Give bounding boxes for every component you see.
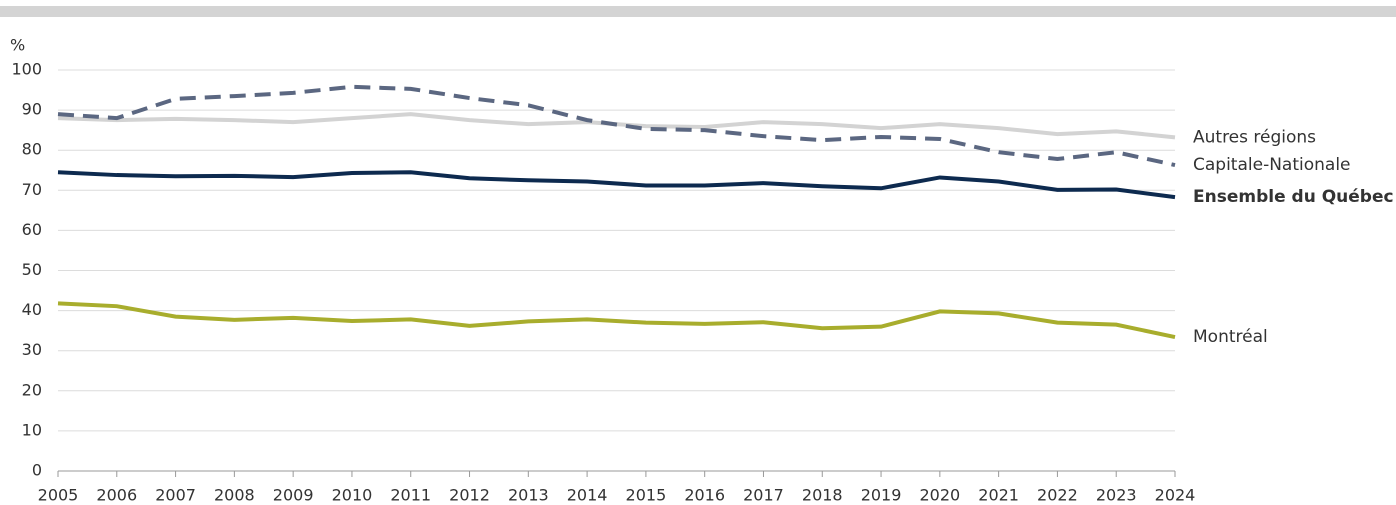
y-tick-label: 10 [22, 420, 42, 439]
x-tick-label: 2021 [978, 486, 1019, 505]
x-tick-label: 2009 [273, 486, 314, 505]
series-label: Capitale-Nationale [1193, 155, 1351, 175]
y-unit: % [10, 36, 25, 55]
y-tick-label: 20 [22, 380, 42, 399]
x-tick-label: 2019 [861, 486, 902, 505]
x-tick-label: 2005 [38, 486, 79, 505]
x-tick-label: 2015 [626, 486, 667, 505]
series-label: Montréal [1193, 327, 1268, 347]
x-tick-label: 2014 [567, 486, 608, 505]
x-tick-label: 2011 [390, 486, 431, 505]
y-tick-label: 50 [22, 260, 42, 279]
y-tick-label: 90 [22, 100, 42, 119]
x-tick-label: 2013 [508, 486, 549, 505]
line-series [57, 301, 1176, 340]
x-tick-label: 2018 [802, 486, 843, 505]
x-tick-label: 2016 [684, 486, 725, 505]
top-band [0, 6, 1396, 17]
y-tick-label: 30 [22, 340, 42, 359]
series-label: Autres régions [1193, 127, 1316, 147]
y-tick-label: 100 [11, 60, 42, 79]
x-tick-label: 2006 [96, 486, 137, 505]
x-tick-label: 2010 [332, 486, 373, 505]
line-series [57, 84, 1176, 167]
y-tick-label: 60 [22, 220, 42, 239]
y-tick-label: 70 [22, 180, 42, 199]
x-tick-label: 2024 [1155, 486, 1196, 505]
x-tick-label: 2017 [743, 486, 784, 505]
line-series [57, 170, 1176, 200]
y-tick-label: 40 [22, 300, 42, 319]
x-tick-label: 2012 [449, 486, 490, 505]
x-tick-label: 2008 [214, 486, 255, 505]
y-tick-label: 80 [22, 140, 42, 159]
x-tick-label: 2020 [919, 486, 960, 505]
x-tick-label: 2023 [1096, 486, 1137, 505]
y-tick-label: 0 [32, 461, 42, 480]
x-tick-label: 2007 [155, 486, 196, 505]
series-label: Ensemble du Québec [1193, 187, 1394, 207]
x-tick-label: 2022 [1037, 486, 1078, 505]
